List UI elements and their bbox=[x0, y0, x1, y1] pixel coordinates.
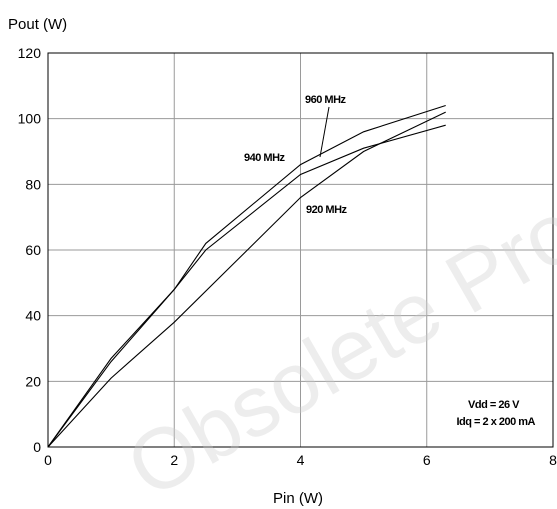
series-line-960-mhz bbox=[47, 124, 446, 448]
x-tick-label: 8 bbox=[549, 452, 557, 468]
x-tick-label: 4 bbox=[297, 452, 305, 468]
plot-frame bbox=[47, 52, 554, 448]
series-label-920mhz: 920 MHz bbox=[306, 204, 348, 216]
grid bbox=[48, 53, 553, 447]
watermark: Obsolete Product(s) bbox=[112, 51, 557, 509]
y-tick-label: 20 bbox=[25, 373, 41, 389]
y-tick-label: 80 bbox=[25, 176, 41, 192]
condition-idq: Idq = 2 x 200 mA bbox=[456, 416, 535, 428]
x-tick-label: 0 bbox=[44, 452, 52, 468]
y-tick-label: 0 bbox=[33, 439, 41, 455]
y-tick-label: 40 bbox=[25, 308, 41, 324]
series-label-940mhz: 940 MHz bbox=[244, 152, 286, 164]
series-lines bbox=[47, 104, 446, 448]
x-tick-label: 6 bbox=[423, 452, 431, 468]
series-label-960mhz: 960 MHz bbox=[305, 94, 347, 106]
y-axis-title: Pout (W) bbox=[8, 16, 67, 33]
y-tick-label: 60 bbox=[25, 242, 41, 258]
series-label-pointer bbox=[319, 106, 330, 158]
x-axis-title: Pin (W) bbox=[273, 490, 323, 507]
series-line-920-mhz bbox=[47, 111, 446, 448]
y-tick-label: 120 bbox=[18, 45, 42, 61]
series-line-940-mhz bbox=[47, 104, 446, 448]
x-tick-label: 2 bbox=[170, 452, 178, 468]
condition-vdd: Vdd = 26 V bbox=[468, 399, 520, 411]
y-tick-label: 100 bbox=[18, 111, 42, 127]
